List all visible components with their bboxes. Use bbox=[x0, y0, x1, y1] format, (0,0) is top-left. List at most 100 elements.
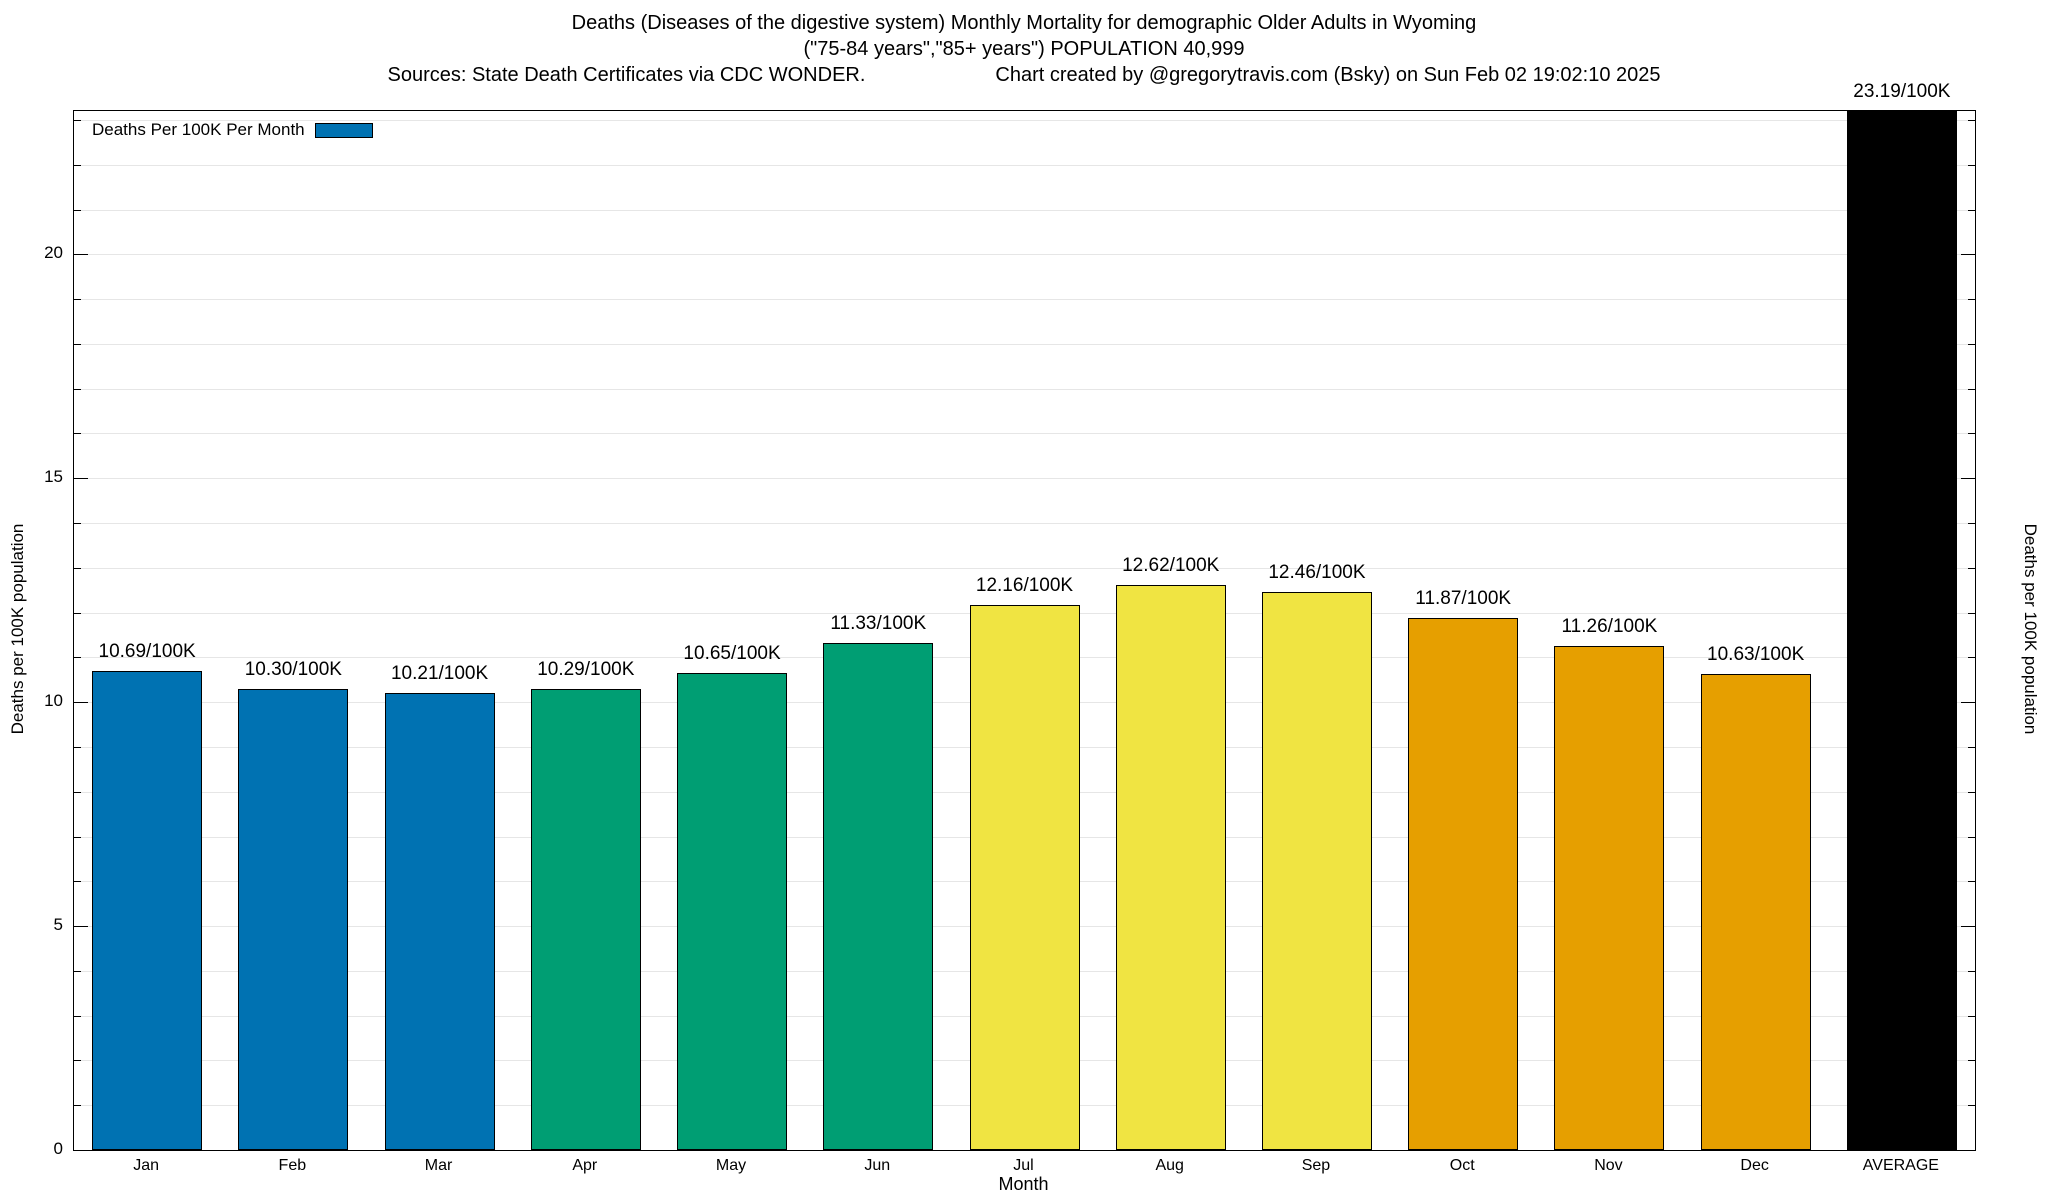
gridline bbox=[74, 523, 1975, 525]
bar-jun bbox=[823, 642, 934, 1150]
tick-mark bbox=[74, 299, 81, 301]
tick-mark bbox=[74, 388, 81, 390]
gridline bbox=[74, 567, 1975, 569]
bar-value-label: 10.30/100K bbox=[244, 658, 342, 680]
tick-mark bbox=[74, 119, 81, 121]
bar-aug bbox=[1115, 584, 1226, 1150]
tick-mark bbox=[1961, 702, 1975, 704]
bar-value-label: 12.16/100K bbox=[975, 575, 1074, 597]
gridline bbox=[74, 388, 1975, 390]
tick-mark bbox=[74, 209, 81, 211]
bar-dec bbox=[1700, 673, 1811, 1150]
bar-feb bbox=[238, 688, 349, 1150]
tick-mark bbox=[1968, 119, 1975, 121]
tick-mark bbox=[1968, 970, 1975, 972]
tick-mark bbox=[1968, 164, 1975, 166]
plot-area: 10.69/100K 10.30/100K 10.21/100K 10.29/100K… bbox=[73, 81, 1976, 1151]
x-category-label: Jul bbox=[1013, 1157, 1034, 1174]
chart-title-line1: Deaths (Diseases of the digestive system… bbox=[571, 12, 1477, 34]
y-axis-label-right: Deaths per 100K population bbox=[2021, 523, 2040, 735]
bar-value-label: 10.63/100K bbox=[1707, 643, 1805, 665]
bar-apr bbox=[530, 689, 641, 1150]
x-category-label: Apr bbox=[572, 1157, 598, 1174]
bar-mar bbox=[384, 692, 495, 1150]
tick-mark bbox=[1968, 746, 1975, 748]
tick-mark bbox=[1961, 926, 1975, 928]
legend-swatch bbox=[314, 122, 373, 138]
x-axis-label: Month bbox=[998, 1174, 1049, 1194]
bar-jul bbox=[969, 605, 1080, 1150]
x-category-label: Dec bbox=[1740, 1157, 1769, 1174]
x-category-label: Feb bbox=[278, 1157, 307, 1174]
tick-mark bbox=[1968, 567, 1975, 569]
tick-mark bbox=[74, 881, 81, 883]
tick-mark bbox=[74, 164, 81, 166]
y-tick-label: 0 bbox=[53, 1139, 63, 1158]
x-category-label: Mar bbox=[424, 1157, 453, 1174]
tick-mark bbox=[74, 254, 88, 256]
bar-may bbox=[677, 673, 788, 1150]
tick-mark bbox=[1968, 881, 1975, 883]
x-category-label: Oct bbox=[1449, 1157, 1475, 1174]
tick-mark bbox=[1961, 1150, 1975, 1151]
tick-mark bbox=[1968, 388, 1975, 390]
tick-mark bbox=[74, 791, 81, 793]
tick-mark bbox=[74, 433, 81, 435]
x-category-label: AVERAGE bbox=[1862, 1157, 1939, 1174]
tick-mark bbox=[74, 567, 81, 569]
bar-value-label: 10.21/100K bbox=[390, 662, 489, 684]
y-axis-label-left: Deaths per 100K population bbox=[8, 523, 27, 735]
chart-credit-text: Chart created by @gregorytravis.com (Bsk… bbox=[995, 64, 1661, 86]
tick-mark bbox=[1968, 343, 1975, 345]
tick-mark bbox=[1961, 254, 1975, 256]
tick-mark bbox=[74, 970, 81, 972]
y-tick-label: 20 bbox=[44, 243, 63, 263]
legend: Deaths Per 100K Per Month bbox=[92, 120, 373, 140]
tick-mark bbox=[1968, 299, 1975, 301]
bar-value-label: 11.87/100K bbox=[1415, 588, 1512, 610]
x-category-label: Nov bbox=[1594, 1157, 1623, 1174]
x-category-label: Sep bbox=[1301, 1157, 1331, 1174]
tick-mark bbox=[74, 836, 81, 838]
tick-mark bbox=[74, 478, 88, 480]
bar-value-label: 12.46/100K bbox=[1268, 562, 1366, 583]
tick-mark bbox=[1961, 478, 1975, 480]
tick-mark bbox=[1968, 433, 1975, 435]
bar-average bbox=[1846, 111, 1957, 1150]
x-category-label: Jun bbox=[864, 1157, 891, 1174]
tick-mark bbox=[1968, 612, 1975, 614]
tick-mark bbox=[74, 343, 81, 345]
gridline bbox=[74, 299, 1975, 301]
chart-title-line3: Sources: State Death Certificates via CD… bbox=[0, 62, 2048, 88]
tick-mark bbox=[74, 1105, 81, 1107]
bar-value-label: 10.65/100K bbox=[683, 643, 781, 665]
bar-value-label: 12.62/100K bbox=[1122, 554, 1220, 576]
bar-value-label: 11.33/100K bbox=[830, 612, 927, 634]
x-category-label: Aug bbox=[1155, 1157, 1184, 1174]
x-category-label: May bbox=[715, 1157, 747, 1174]
bar-value-label: 23.19/100K bbox=[1853, 81, 1951, 103]
tick-mark bbox=[74, 1015, 81, 1017]
legend-label: Deaths Per 100K Per Month bbox=[92, 120, 305, 139]
tick-mark bbox=[74, 612, 81, 614]
gridline bbox=[74, 254, 1975, 256]
tick-mark bbox=[74, 1150, 88, 1151]
tick-mark bbox=[1968, 523, 1975, 525]
gridline bbox=[74, 164, 1975, 166]
bar-oct bbox=[1408, 618, 1519, 1150]
gridline bbox=[74, 209, 1975, 211]
tick-mark bbox=[1968, 657, 1975, 659]
x-category-label: Jan bbox=[133, 1157, 160, 1174]
tick-mark bbox=[74, 746, 81, 748]
bar-nov bbox=[1554, 645, 1665, 1150]
tick-mark bbox=[74, 926, 88, 928]
y-tick-label: 10 bbox=[44, 691, 63, 711]
bar-value-label: 10.69/100K bbox=[98, 641, 196, 663]
tick-mark bbox=[1968, 1060, 1975, 1062]
gridline bbox=[74, 119, 1975, 121]
tick-mark bbox=[1968, 791, 1975, 793]
tick-mark bbox=[1968, 209, 1975, 211]
chart-sources-text: Sources: State Death Certificates via CD… bbox=[387, 64, 866, 86]
chart-title-block: Deaths (Diseases of the digestive system… bbox=[0, 10, 2048, 88]
